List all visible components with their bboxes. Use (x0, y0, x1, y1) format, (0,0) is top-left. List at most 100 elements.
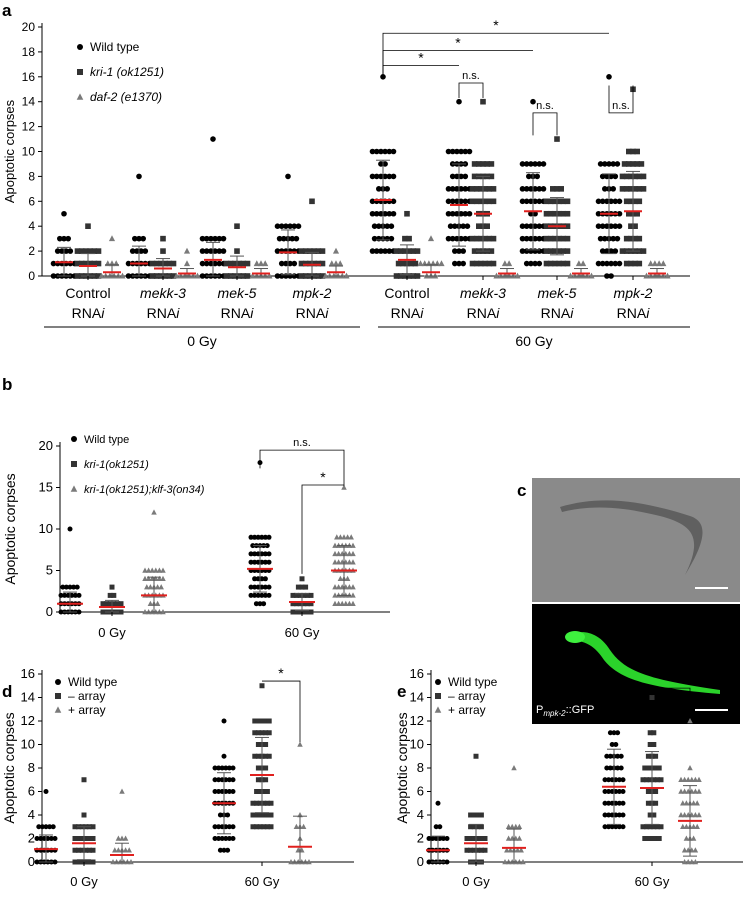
data-point (480, 161, 486, 167)
data-point (109, 584, 115, 590)
data-point (386, 210, 393, 217)
data-point (170, 260, 177, 267)
data-point (90, 824, 96, 830)
data-point (221, 847, 227, 853)
data-point (437, 836, 443, 841)
panel-b: b 0 5 10 15 20 Apoptotic corpses Wild type kri-1… (2, 375, 390, 640)
data-point (63, 248, 69, 254)
data-point (614, 161, 621, 167)
data-point (69, 592, 75, 598)
data-point (526, 173, 532, 180)
data-point (458, 235, 464, 242)
data-point (266, 551, 272, 557)
data-point (620, 824, 626, 830)
data-point (219, 765, 225, 771)
data-point (230, 789, 236, 794)
data-point (332, 559, 338, 565)
data-point (547, 260, 554, 267)
data-point (268, 800, 274, 806)
data-point (628, 235, 634, 242)
data-point (58, 609, 64, 615)
data-point (346, 550, 353, 557)
data-point (620, 789, 626, 794)
data-point (158, 260, 164, 267)
data-point (299, 576, 305, 582)
data-point (95, 248, 102, 254)
data-point (225, 847, 231, 853)
data-point (458, 173, 464, 180)
data-point (604, 765, 610, 771)
data-point (328, 260, 335, 267)
condition-label: 0 Gy (462, 874, 490, 889)
data-point (653, 789, 659, 794)
data-point (257, 789, 263, 794)
data-point (475, 824, 481, 830)
legend-entry: – array (68, 689, 105, 703)
data-point (257, 800, 263, 806)
data-point (397, 248, 404, 254)
data-point (514, 272, 521, 279)
data-point (36, 824, 42, 830)
data-point (532, 198, 538, 205)
data-point (78, 248, 85, 254)
data-point (540, 161, 547, 167)
data-point (620, 800, 626, 806)
data-point (39, 824, 45, 830)
y-tick-label: 14 (410, 690, 424, 705)
data-point (567, 272, 574, 279)
data-point (437, 824, 443, 830)
data-point (464, 223, 471, 229)
data-point (378, 210, 384, 217)
data-point (74, 273, 81, 279)
data-point (564, 210, 571, 217)
data-point (528, 198, 534, 205)
data-point (294, 592, 300, 598)
data-point (683, 823, 690, 829)
data-point (230, 765, 236, 771)
data-point (250, 800, 256, 806)
data-point (373, 148, 380, 155)
data-point (656, 765, 662, 771)
data-point (221, 753, 227, 759)
data-point (216, 235, 223, 242)
data-point (628, 198, 634, 205)
data-point (297, 592, 303, 598)
data-point (493, 272, 500, 279)
data-point (471, 161, 478, 167)
panel-label: d (2, 682, 12, 701)
data-point (523, 223, 530, 229)
data-point (86, 847, 92, 853)
data-point (281, 235, 287, 242)
data-point (516, 835, 523, 841)
data-point (50, 824, 56, 830)
data-point (125, 260, 132, 267)
data-point (76, 847, 82, 853)
data-point (60, 584, 66, 590)
data-point (445, 198, 452, 205)
data-point (623, 186, 630, 192)
data-point (482, 847, 488, 853)
data-point (543, 198, 550, 205)
data-point (685, 776, 691, 782)
worm-gfp-shape (568, 632, 720, 694)
data-point (263, 765, 269, 771)
data-point (683, 835, 690, 841)
data-point (210, 136, 216, 142)
data-point (469, 235, 476, 242)
data-point (119, 835, 125, 841)
panel-label: e (397, 682, 406, 701)
y-tick-label: 8 (28, 760, 35, 775)
significance-bracket (382, 50, 533, 75)
data-point (145, 567, 152, 573)
data-point (160, 567, 166, 573)
data-point (609, 777, 615, 783)
significance-label: * (455, 35, 461, 51)
data-point (651, 824, 657, 830)
data-point (332, 550, 338, 557)
data-point (308, 609, 314, 615)
data-point (608, 260, 614, 267)
data-point (486, 260, 493, 267)
data-point (609, 800, 615, 806)
data-point (410, 273, 417, 279)
condition-label: 0 Gy (187, 333, 217, 349)
